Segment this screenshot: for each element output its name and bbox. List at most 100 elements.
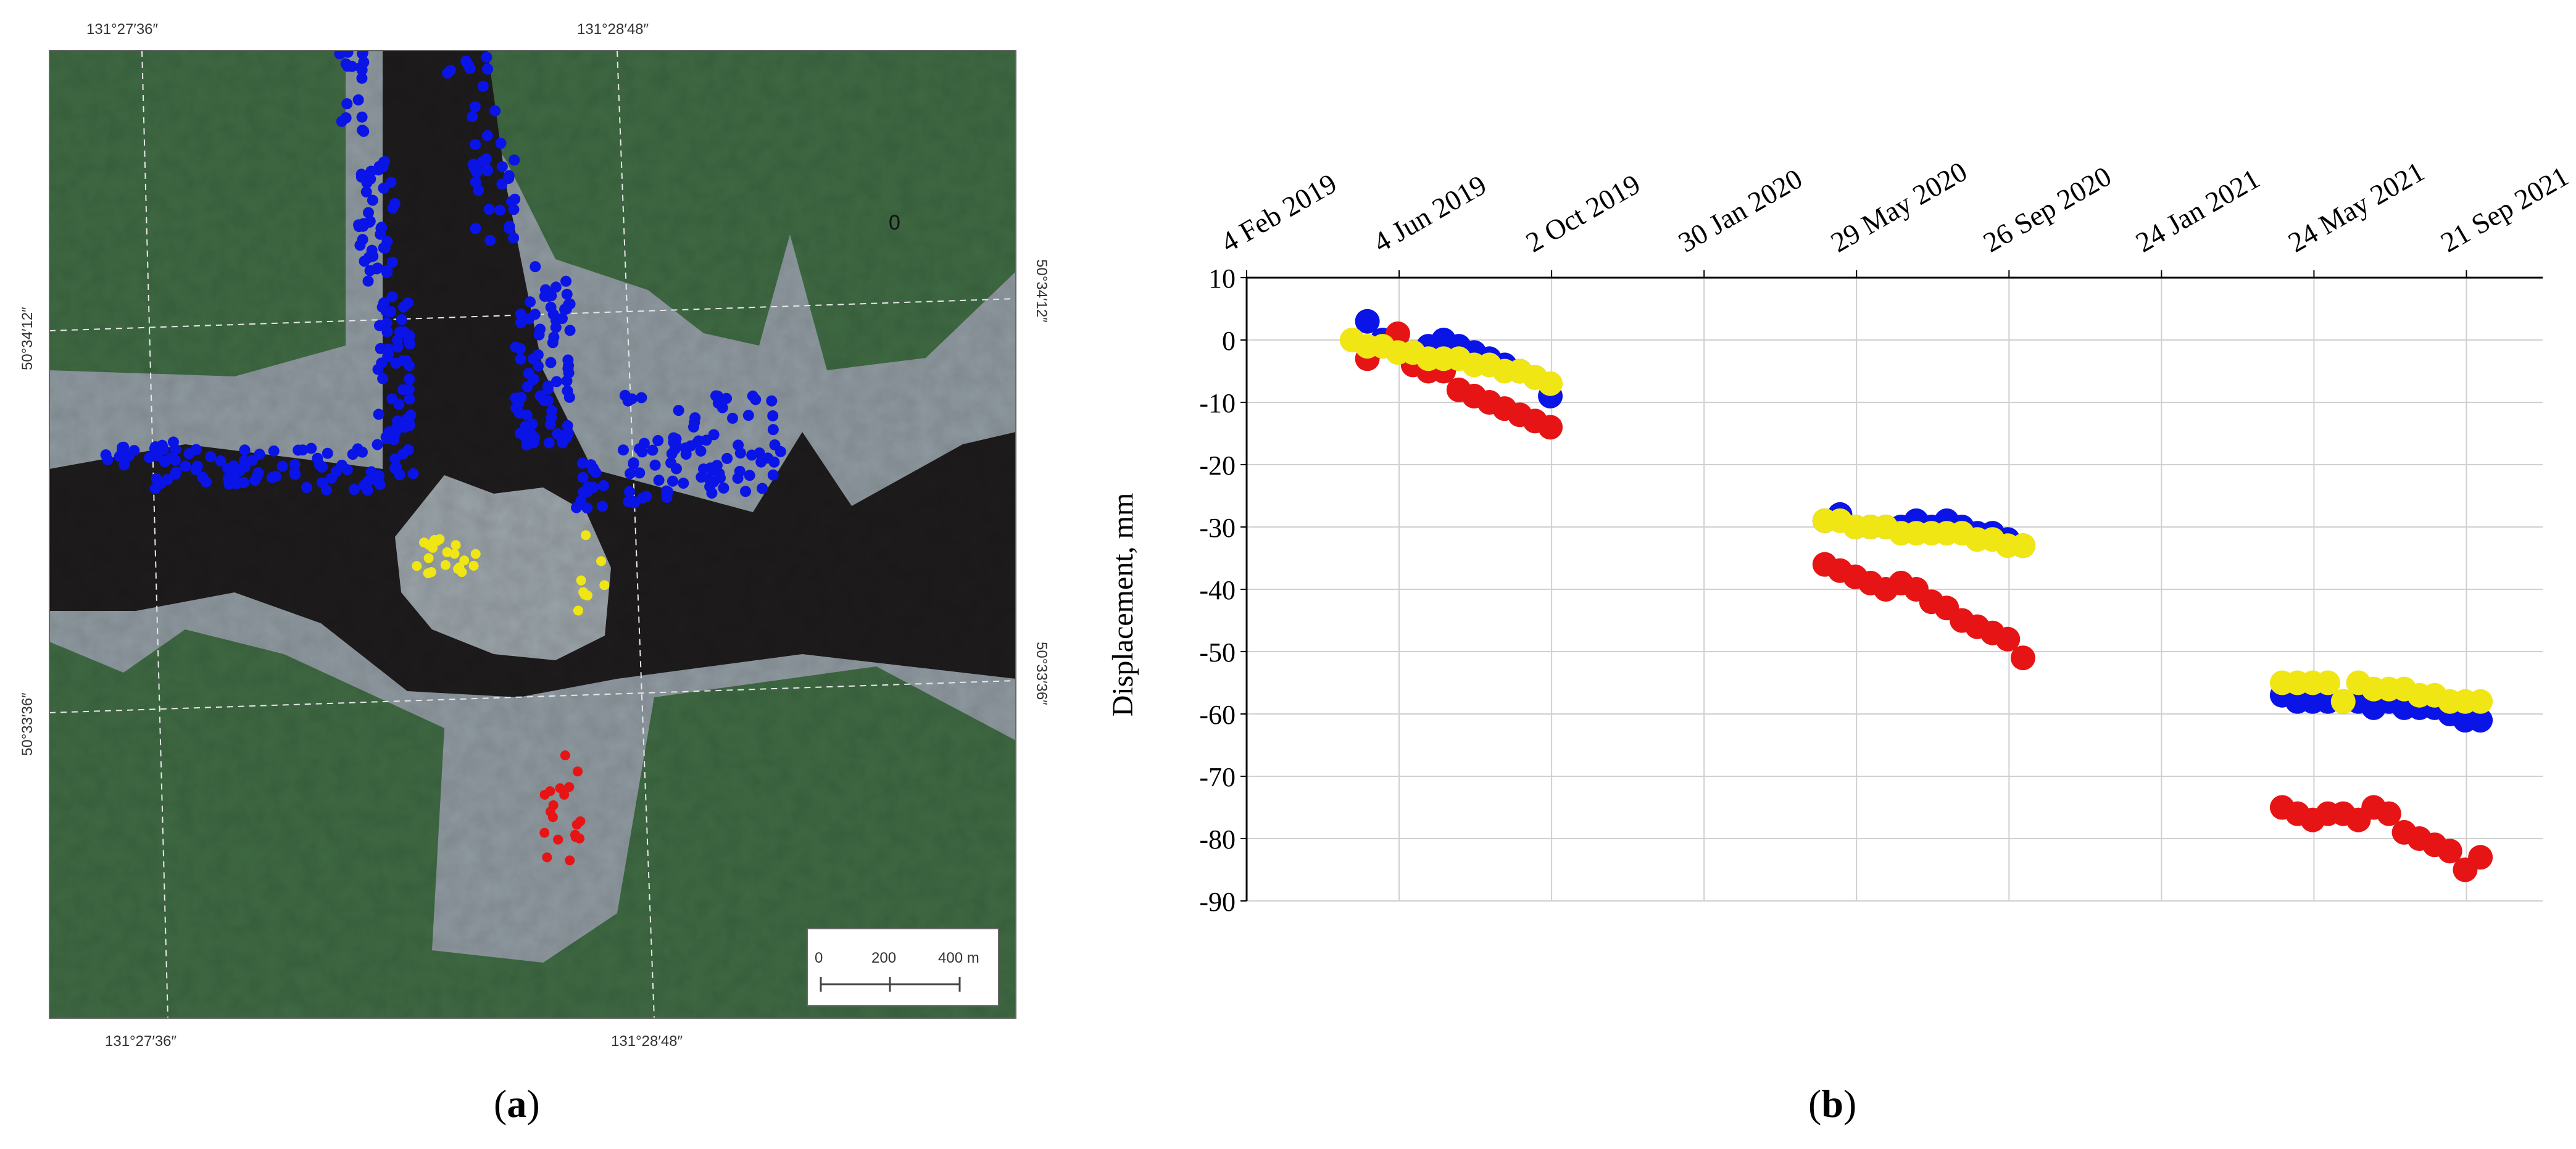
map-point (548, 800, 559, 810)
map-point (268, 445, 280, 457)
map-point (706, 487, 718, 499)
data-point (1538, 371, 1563, 396)
map-point (381, 264, 393, 276)
y-tick-labels: 10 0 -10 -20 -30 -40 -50 -60 -70 -80 -90 (1199, 263, 1236, 917)
map-point (513, 407, 525, 419)
map-point (468, 560, 479, 571)
map-point (364, 215, 376, 227)
chart-panel: 4 Feb 2019 4 Jun 2019 2 Oct 2019 30 Jan 202… (1062, 0, 2576, 1074)
series-2 (1339, 328, 2493, 714)
blue-point-cluster (100, 51, 786, 514)
map-point (398, 301, 410, 313)
map-point (539, 828, 550, 838)
map-point (575, 816, 586, 826)
map-point (576, 457, 588, 469)
map-point (532, 360, 544, 372)
map-point (289, 468, 301, 480)
map-point (276, 460, 288, 472)
map-point (480, 163, 492, 175)
map-point (577, 471, 589, 483)
lon-label-bottom-1: 131°27′36″ (105, 1033, 177, 1050)
data-point (2468, 689, 2493, 714)
map-point (647, 444, 659, 456)
map-point (539, 291, 551, 302)
map-point (149, 441, 161, 453)
map-point (564, 298, 576, 310)
map-point (374, 479, 386, 491)
map-point (747, 390, 758, 402)
map-point (301, 481, 312, 493)
x-tick-label: 24 Jan 2021 (2130, 162, 2265, 258)
map-point (619, 389, 631, 401)
map-point (183, 448, 195, 460)
map-point (689, 417, 700, 428)
map-point (528, 373, 539, 385)
map-point (542, 395, 554, 407)
lat-label-right-2: 50°33′36″ (1033, 642, 1050, 705)
map-point (453, 564, 463, 574)
data-point (2376, 801, 2401, 826)
map-point (356, 111, 368, 123)
map-point (529, 432, 541, 444)
map-point (746, 449, 758, 461)
data-point (1995, 626, 2021, 652)
map-point (397, 448, 409, 460)
map-point (352, 94, 364, 106)
map-point (378, 182, 389, 194)
map-point (515, 308, 526, 320)
map-point (550, 281, 562, 293)
map-point (377, 373, 389, 384)
data-point (2468, 845, 2493, 870)
map-point (525, 296, 536, 308)
caption-a: (a) (494, 1082, 540, 1126)
map-point (371, 263, 383, 275)
scale-tick-0: 0 (815, 950, 823, 966)
map-point (563, 367, 575, 379)
map-point (363, 252, 375, 263)
map-point (623, 486, 635, 497)
map-point (520, 420, 531, 432)
x-tick-label: 24 May 2021 (2283, 156, 2430, 259)
map-point (473, 185, 484, 196)
map-point (721, 452, 733, 464)
map-point (228, 460, 239, 471)
y-tick-label: -40 (1199, 575, 1236, 605)
scale-tick-200: 200 (871, 950, 896, 966)
lat-label-left-1: 50°34′12″ (19, 307, 36, 370)
map-point (467, 110, 478, 122)
map-point (128, 445, 140, 457)
map-point (362, 275, 374, 287)
map-point (561, 288, 573, 300)
y-tick-label: -70 (1199, 762, 1236, 792)
map-point (545, 786, 555, 797)
map-point (386, 291, 398, 302)
map-point (596, 556, 607, 566)
stray-label: 0 (889, 211, 900, 234)
map-point (404, 373, 415, 385)
map-point (118, 459, 130, 471)
map-point (496, 161, 508, 173)
map-point (477, 80, 489, 92)
satellite-map: 0 200 400 m 0 131°27′36″ 131°28′48″ 131°… (19, 21, 1050, 1050)
map-point (634, 443, 646, 455)
map-point (489, 105, 501, 117)
x-tick-label: 4 Jun 2019 (1368, 169, 1492, 259)
x-tick-labels: 4 Feb 2019 4 Jun 2019 2 Oct 2019 30 Jan 202… (1216, 156, 2574, 259)
map-point (667, 475, 678, 487)
data-point (1538, 415, 1563, 440)
map-point (636, 392, 647, 404)
map-point (442, 547, 452, 557)
map-point (412, 561, 422, 571)
map-point (440, 560, 451, 570)
map-point (297, 444, 309, 456)
map-point (169, 455, 181, 467)
map-point (239, 461, 251, 473)
map-point (581, 502, 593, 514)
map-point (637, 492, 649, 504)
map-point (392, 334, 404, 346)
map-point (376, 222, 388, 233)
map-point (573, 766, 583, 777)
map-point (358, 125, 370, 137)
map-point (703, 473, 715, 484)
map-point (570, 829, 580, 840)
